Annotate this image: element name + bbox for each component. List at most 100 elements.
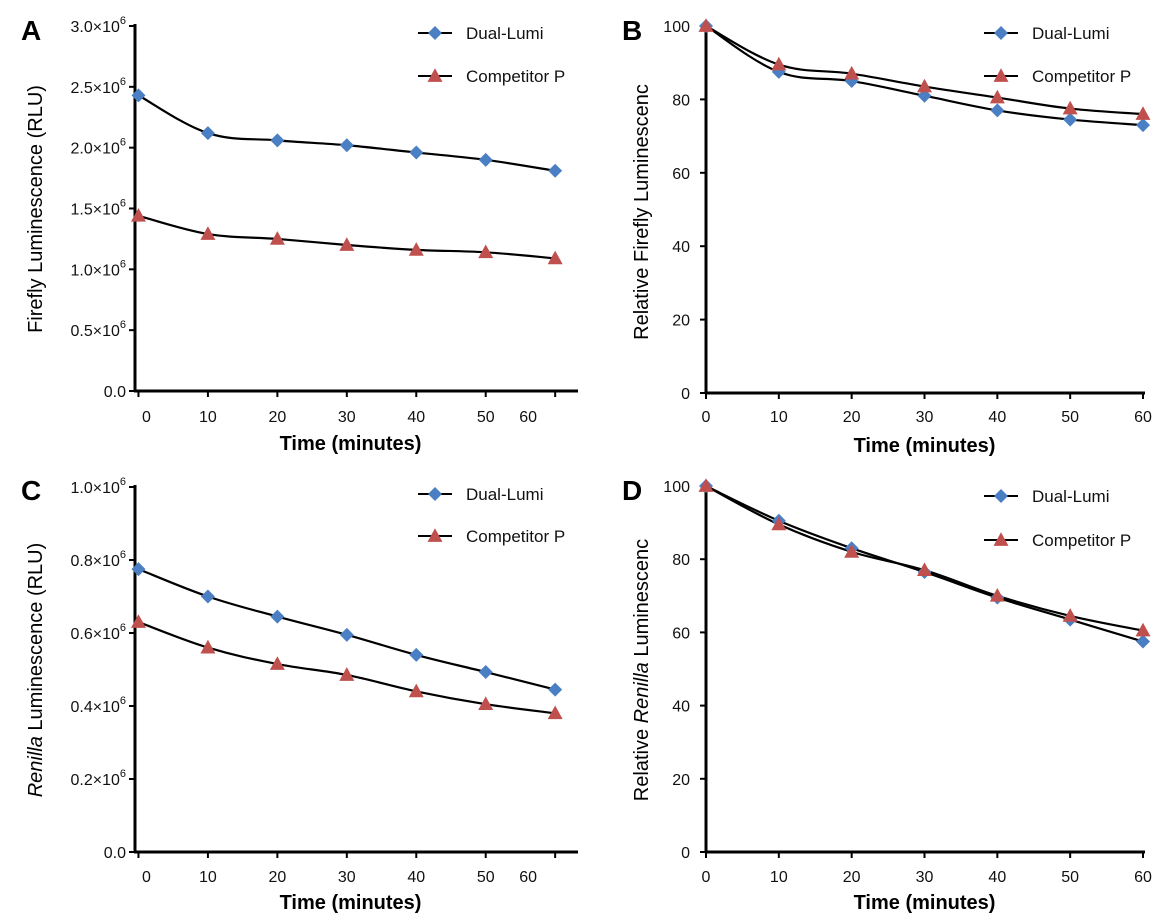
panel-d: D 0 20 40 60 80 100 0 10 20 30 40 50 60 Time (minutes)… <box>622 475 1152 914</box>
x-tick-label: 50 <box>1061 869 1079 886</box>
y-axis-title-part: Relative <box>631 723 653 801</box>
x-axis-title: Time (minutes) <box>854 435 996 457</box>
y-tick-label: 0.0 <box>104 845 126 862</box>
y-tick-label: 0.2×106 <box>70 768 126 789</box>
legend-marker-triangle <box>427 68 443 82</box>
legend-label: Competitor P <box>1032 531 1131 550</box>
x-tick-label: 0 <box>702 869 711 886</box>
data-point-triangle <box>269 656 285 670</box>
data-point-triangle <box>844 65 860 80</box>
y-tick-label: 80 <box>672 552 690 569</box>
x-tick-label: 40 <box>988 409 1006 426</box>
y-tick-label-mantissa: 1.0×10 <box>70 262 119 279</box>
data-point-diamond <box>131 88 146 103</box>
y-tick-label: 0.5×106 <box>70 319 126 340</box>
x-axis-title: Time (minutes) <box>280 433 422 455</box>
x-tick-label: 20 <box>843 869 861 886</box>
data-point-diamond <box>478 152 493 167</box>
panel-letter: C <box>21 475 41 506</box>
y-axis-title: Firefly Luminescence (RLU) <box>25 85 47 333</box>
data-point-triangle <box>698 18 714 32</box>
data-point-triangle <box>130 208 146 222</box>
y-tick-label-mantissa: 100 <box>663 19 690 36</box>
series-line-triangle <box>138 214 556 260</box>
y-tick-label-mantissa: 0.5×10 <box>70 323 119 340</box>
y-tick-label-mantissa: 20 <box>672 313 690 330</box>
x-tick-label: 0 <box>702 409 711 426</box>
legend-marker-triangle <box>427 528 443 542</box>
y-tick-label: 1.5×106 <box>70 198 126 219</box>
data-point-diamond <box>131 562 146 577</box>
y-tick-label: 2.5×106 <box>70 76 126 97</box>
y-tick-label-mantissa: 40 <box>672 699 690 716</box>
data-point-triangle <box>478 696 494 711</box>
data-point-diamond <box>270 133 285 148</box>
y-axis-title: Relative Firefly Luminescenc <box>631 84 653 340</box>
x-tick-label: 30 <box>916 869 934 886</box>
y-tick-label-mantissa: 80 <box>672 552 690 569</box>
x-tick-label: 50 <box>1061 409 1079 426</box>
data-point-triangle <box>200 226 216 240</box>
y-tick-label: 100 <box>663 19 690 36</box>
x-tick-label: 50 <box>477 869 495 886</box>
data-point-triangle <box>339 667 355 681</box>
x-tick-label: 0 <box>142 869 151 886</box>
x-tick-label: 30 <box>916 409 934 426</box>
data-point-diamond <box>990 103 1005 118</box>
data-point-diamond <box>548 682 563 697</box>
x-tick-label: 20 <box>268 869 286 886</box>
y-tick-label-mantissa: 40 <box>672 239 690 256</box>
y-axis-title-part: Relative Firefly Luminescenc <box>631 84 653 340</box>
y-tick-label-mantissa: 3.0×10 <box>70 19 119 36</box>
legend-label: Dual-Lumi <box>1032 487 1109 506</box>
legend-marker-diamond <box>994 489 1008 503</box>
y-tick-label-exponent: 6 <box>120 198 126 210</box>
y-tick-label: 60 <box>672 166 690 183</box>
data-point-diamond <box>478 665 493 680</box>
y-tick-label: 0.6×106 <box>70 622 126 643</box>
y-tick-label-mantissa: 0.2×10 <box>70 772 119 789</box>
y-tick-label-exponent: 6 <box>120 319 126 331</box>
data-point-triangle <box>917 562 932 577</box>
data-point-triangle <box>989 89 1005 104</box>
data-point-triangle <box>917 78 932 93</box>
y-axis-title-part: Renilla <box>631 662 653 723</box>
legend-marker-diamond <box>428 487 442 501</box>
y-tick-label-mantissa: 60 <box>672 625 690 642</box>
data-point-triangle <box>989 588 1005 602</box>
data-point-diamond <box>339 138 354 153</box>
x-axis-title: Time (minutes) <box>854 892 996 914</box>
y-tick-label-mantissa: 0 <box>681 845 690 862</box>
legend-marker-diamond <box>994 26 1008 40</box>
data-point-triangle <box>1135 622 1151 637</box>
data-point-triangle <box>1062 608 1078 622</box>
x-tick-label: 40 <box>988 869 1006 886</box>
y-tick-label-exponent: 6 <box>120 549 126 561</box>
panel-a: A0.00.5×1061.0×1061.5×1062.0×1062.5×1063… <box>21 15 578 455</box>
y-tick-label: 0 <box>681 386 690 403</box>
data-point-diamond <box>1136 118 1150 133</box>
x-tick-label: 60 <box>1134 409 1152 426</box>
x-tick-label: 10 <box>770 409 788 426</box>
x-tick-label: 60 <box>519 409 537 426</box>
y-tick-label-mantissa: 0.4×10 <box>70 699 119 716</box>
y-axis-title: Relative Renilla Luminescenc <box>631 539 653 801</box>
y-axis-title-part: Firefly Luminescence (RLU) <box>25 85 47 333</box>
y-tick-label: 1.0×106 <box>70 258 126 279</box>
y-tick-label: 100 <box>663 479 690 496</box>
y-tick-label: 0.8×106 <box>70 549 126 570</box>
y-tick-label-mantissa: 0.0 <box>104 845 126 862</box>
y-tick-label: 80 <box>672 92 690 109</box>
data-point-diamond <box>409 145 424 160</box>
y-tick-label-mantissa: 80 <box>672 92 690 109</box>
data-point-triangle <box>269 231 285 245</box>
y-tick-label-mantissa: 1.0×10 <box>70 480 119 497</box>
data-point-diamond <box>409 647 424 662</box>
x-tick-label: 40 <box>407 409 425 426</box>
x-tick-label: 10 <box>199 409 217 426</box>
y-tick-label: 20 <box>672 313 690 330</box>
legend-label: Dual-Lumi <box>466 485 543 504</box>
legend-label: Competitor P <box>466 67 565 86</box>
y-tick-label-mantissa: 100 <box>663 479 690 496</box>
y-axis-title-part: Renilla <box>25 736 47 797</box>
